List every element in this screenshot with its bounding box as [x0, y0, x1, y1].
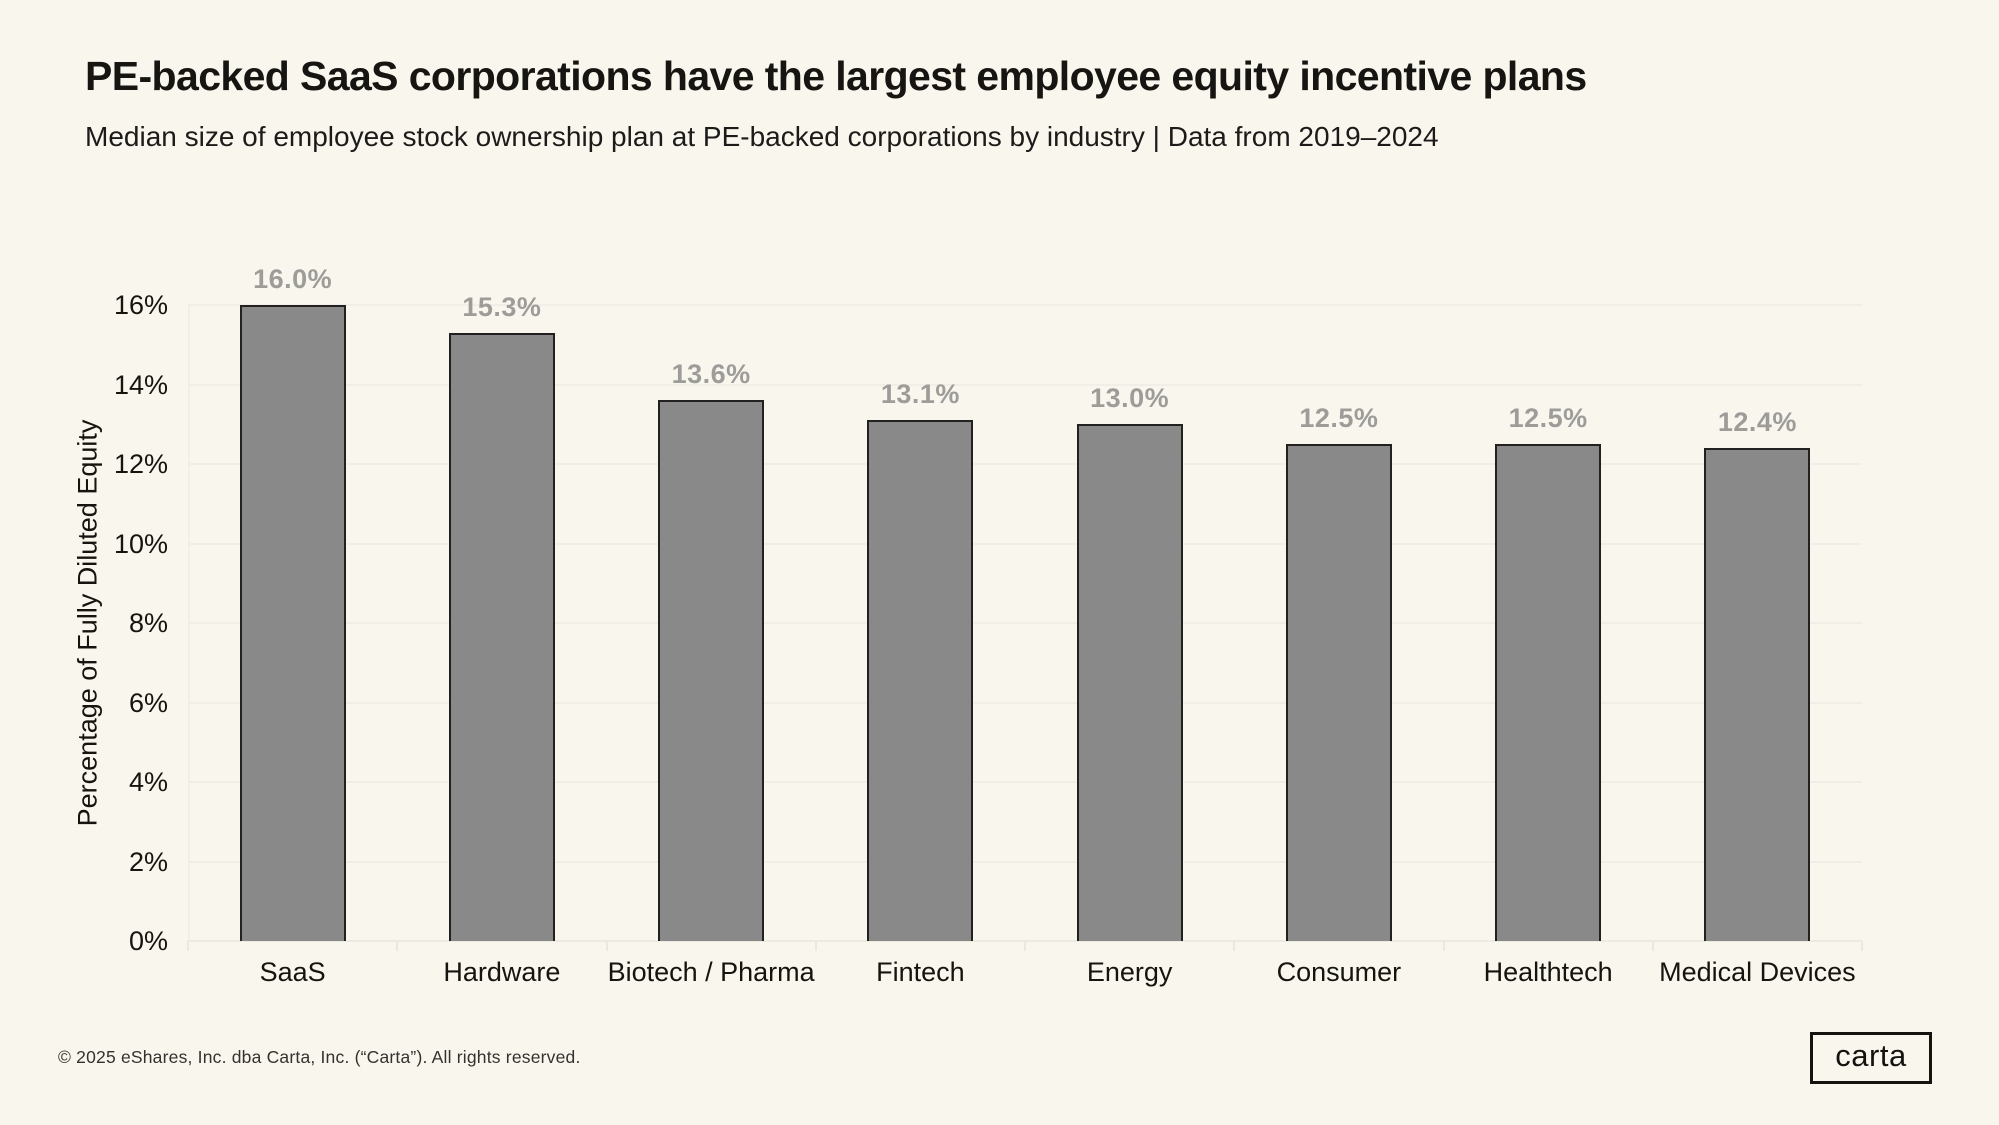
x-category-label: Fintech — [876, 957, 965, 987]
x-tick-mark — [1233, 941, 1236, 951]
x-category-label: Consumer — [1276, 957, 1402, 987]
x-category-label: Energy — [1086, 957, 1173, 987]
plot-area: 0% 2% 4% 6% 8% 10% 12% 14% 16% 16.0% SaaS 15.3% Hard… — [114, 264, 1863, 987]
gridline — [188, 542, 1862, 545]
bar — [239, 305, 346, 941]
y-tick-label: 8% — [128, 608, 168, 638]
bar — [658, 400, 765, 941]
bar — [867, 420, 974, 941]
bar — [1285, 444, 1392, 941]
y-tick-label: 12% — [113, 449, 168, 479]
y-tick-label: 2% — [128, 846, 168, 877]
bar-value-label: 12.5% — [1508, 403, 1588, 434]
gridline — [188, 781, 1862, 783]
chart-subtitle: Median size of employee stock ownership … — [85, 121, 1439, 152]
bar — [1704, 448, 1811, 941]
x-tick-mark — [814, 941, 817, 951]
x-category-label: Hardware — [443, 957, 561, 987]
bar-value-label: 16.0% — [253, 264, 333, 294]
x-tick-mark — [1024, 941, 1026, 951]
y-tick-label: 6% — [128, 687, 168, 718]
x-tick-mark — [396, 941, 399, 951]
x-category-label: Biotech / Pharma — [607, 957, 815, 987]
bar — [1495, 444, 1602, 941]
x-category-label: Healthtech — [1483, 957, 1613, 987]
x-tick-mark — [1861, 941, 1863, 951]
bar-value-label: 12.5% — [1299, 403, 1379, 434]
gridline — [188, 622, 1862, 624]
copyright-text: © 2025 eShares, Inc. dba Carta, Inc. (“C… — [58, 1047, 581, 1067]
y-tick-label: 16% — [113, 290, 168, 320]
carta-logo-text: carta — [1835, 1037, 1907, 1073]
bar-value-label: 15.3% — [462, 291, 542, 322]
gridline — [188, 304, 1862, 306]
x-tick-mark — [1442, 941, 1445, 951]
gridline — [188, 701, 1862, 704]
y-tick-label: 14% — [113, 369, 168, 400]
x-tick-mark — [187, 941, 189, 951]
gridline — [188, 463, 1862, 465]
x-tick-mark — [605, 941, 608, 951]
x-category-label: SaaS — [259, 957, 326, 987]
carta-logo: carta — [1810, 1032, 1932, 1084]
chart-title: PE-backed SaaS corporations have the lar… — [85, 53, 1587, 99]
y-tick-label: 10% — [113, 528, 168, 559]
x-tick-mark — [1651, 941, 1654, 951]
bar-value-label: 12.4% — [1717, 407, 1797, 438]
x-category-label: Medical Devices — [1659, 957, 1856, 987]
bar-value-label: 13.1% — [880, 379, 960, 410]
gridline — [188, 383, 1862, 386]
bar-value-label: 13.6% — [671, 359, 751, 390]
y-tick-label: 0% — [128, 926, 168, 956]
bar — [1076, 424, 1183, 941]
gridline — [188, 860, 1862, 863]
bar — [448, 332, 555, 941]
bar-value-label: 13.0% — [1090, 383, 1170, 414]
y-tick-label: 4% — [128, 767, 168, 797]
